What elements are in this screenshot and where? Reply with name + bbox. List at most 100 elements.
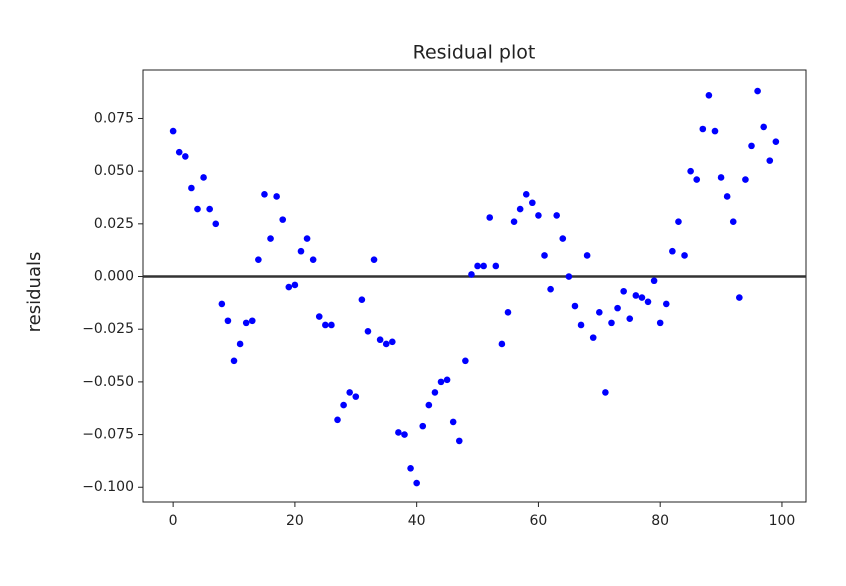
point xyxy=(352,393,360,400)
point xyxy=(736,294,743,301)
point xyxy=(230,357,238,365)
y-tick-label: 0.075 xyxy=(94,110,134,126)
x-tick-label: 40 xyxy=(408,513,426,529)
point xyxy=(522,191,530,198)
point xyxy=(760,123,767,131)
point xyxy=(699,125,707,133)
point xyxy=(291,281,299,289)
point xyxy=(315,313,323,320)
point xyxy=(303,235,311,242)
point xyxy=(729,218,737,226)
point xyxy=(650,277,658,285)
point xyxy=(626,315,634,322)
point xyxy=(638,294,646,301)
point xyxy=(656,319,664,327)
x-tick-label: 20 xyxy=(286,513,304,529)
point xyxy=(516,205,524,213)
point xyxy=(553,212,560,219)
point xyxy=(279,216,287,223)
point xyxy=(443,376,451,384)
point xyxy=(662,300,670,308)
point xyxy=(194,205,201,213)
point xyxy=(358,296,366,303)
point xyxy=(772,138,780,145)
point xyxy=(419,422,427,430)
point xyxy=(547,285,554,293)
point xyxy=(455,437,463,445)
point xyxy=(297,247,305,255)
point xyxy=(681,252,688,259)
point xyxy=(309,256,317,263)
point xyxy=(407,464,414,472)
point xyxy=(535,212,542,219)
point xyxy=(437,378,445,386)
y-tick-label: −0.050 xyxy=(82,374,134,390)
point xyxy=(413,479,420,487)
point xyxy=(565,273,573,280)
point xyxy=(748,142,755,150)
y-tick-label: 0.050 xyxy=(94,163,134,179)
point xyxy=(425,401,433,409)
point xyxy=(602,389,609,396)
point xyxy=(267,235,274,242)
chart-title: Residual plot xyxy=(413,42,536,64)
point xyxy=(632,292,640,299)
plot-frame xyxy=(142,69,807,503)
point xyxy=(364,328,372,335)
x-tick-label: 100 xyxy=(769,513,796,529)
point xyxy=(687,167,694,175)
point xyxy=(693,176,701,183)
point xyxy=(504,309,512,316)
point xyxy=(462,357,469,365)
point xyxy=(224,317,232,325)
point xyxy=(449,418,457,426)
point xyxy=(340,401,347,409)
point xyxy=(346,389,353,396)
point xyxy=(541,252,548,259)
x-tick-label: 0 xyxy=(169,513,178,529)
point xyxy=(401,431,408,438)
point xyxy=(328,321,335,329)
point xyxy=(389,338,396,346)
point xyxy=(492,262,500,270)
point xyxy=(529,199,536,207)
point xyxy=(261,191,268,198)
point xyxy=(559,235,567,242)
point xyxy=(285,283,293,291)
point xyxy=(474,262,481,270)
point xyxy=(188,184,195,192)
point xyxy=(242,319,250,327)
point xyxy=(248,317,256,325)
point xyxy=(382,340,390,348)
point xyxy=(376,336,384,344)
y-tick-label: 0.000 xyxy=(94,269,134,285)
point xyxy=(255,256,262,263)
point xyxy=(322,321,329,329)
point xyxy=(200,174,207,181)
point xyxy=(273,193,280,200)
point xyxy=(236,340,244,348)
point xyxy=(468,271,475,278)
y-tick-label: 0.025 xyxy=(94,216,134,232)
point xyxy=(510,218,518,226)
point xyxy=(614,304,621,312)
point xyxy=(669,247,676,255)
point xyxy=(212,220,220,228)
point xyxy=(182,153,189,160)
point xyxy=(766,157,774,164)
point xyxy=(723,193,731,200)
point xyxy=(583,252,591,259)
point xyxy=(577,321,585,329)
point xyxy=(571,302,579,310)
x-tick-label: 80 xyxy=(651,513,669,529)
point xyxy=(620,287,627,295)
x-tick-label: 60 xyxy=(530,513,548,529)
point xyxy=(644,298,652,306)
point xyxy=(218,300,226,308)
point xyxy=(705,91,713,99)
point xyxy=(334,416,341,424)
point xyxy=(498,340,506,348)
y-tick-label: −0.025 xyxy=(82,321,134,337)
point xyxy=(486,214,494,221)
